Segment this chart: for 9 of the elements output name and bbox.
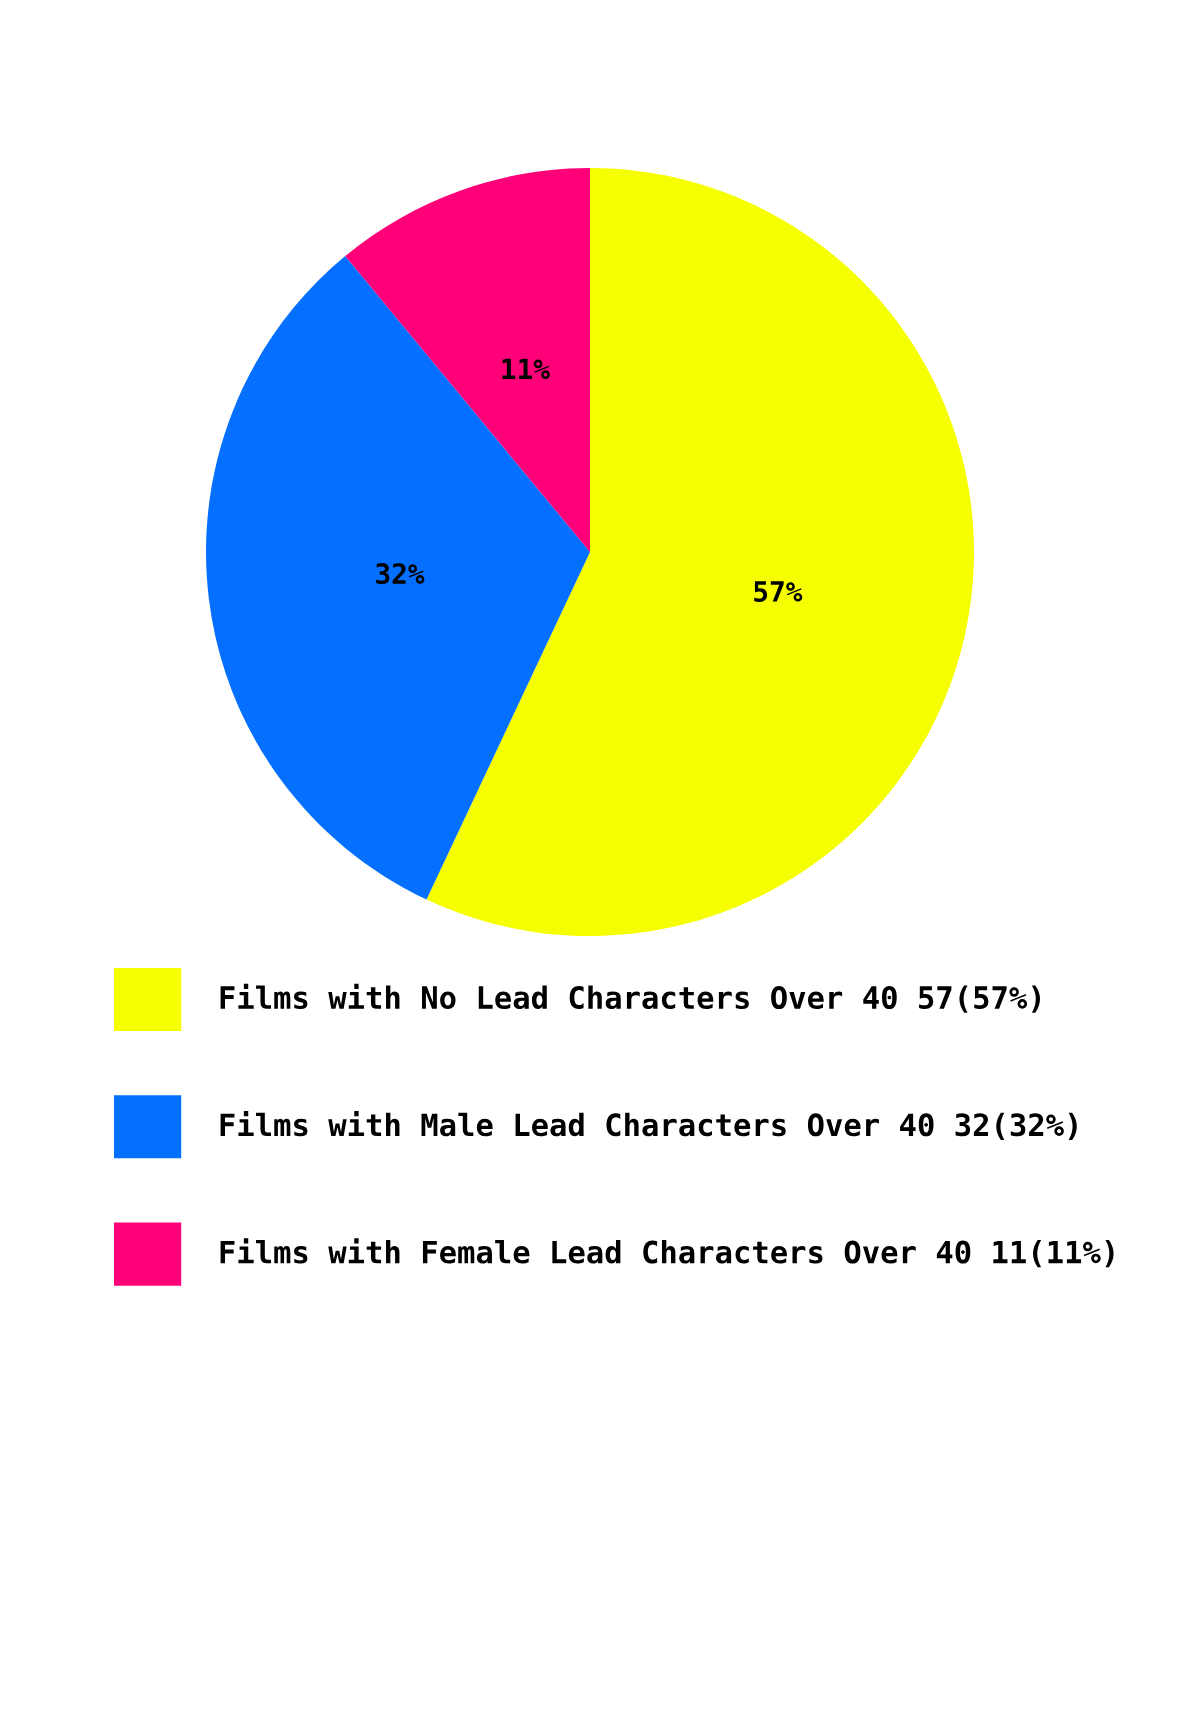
legend-label: Films with No Lead Characters Over 40 57(57%) bbox=[220, 983, 1040, 1013]
data-label: 11% bbox=[502, 358, 550, 380]
legend-label: Films with Male Lead Characters Over 40 32(32%) bbox=[220, 1111, 1077, 1140]
pie-slice bbox=[206, 256, 590, 900]
pie-slice bbox=[345, 168, 590, 552]
data-label: 32% bbox=[376, 563, 425, 585]
pie-slice bbox=[426, 168, 974, 936]
legend-label: Films with Female Lead Characters Over 40 11(11%) bbox=[220, 1238, 1114, 1268]
data-label: 57% bbox=[754, 581, 803, 602]
